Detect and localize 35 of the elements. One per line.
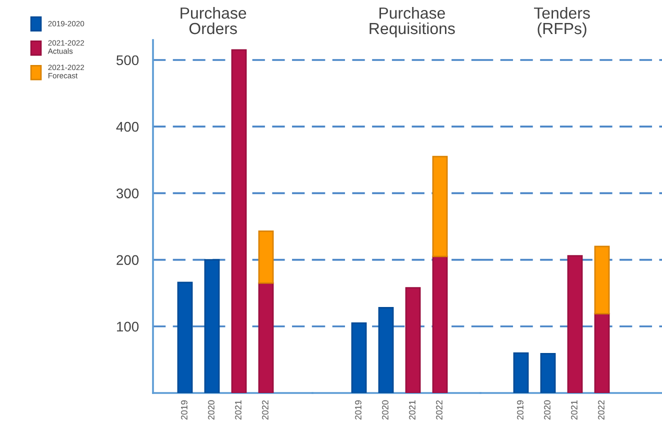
bar xyxy=(351,322,367,393)
x-tick-label: 2019 xyxy=(517,400,524,420)
bar xyxy=(594,313,610,393)
bar xyxy=(567,255,583,393)
y-tick-label: 200 xyxy=(116,255,139,265)
bar xyxy=(594,246,610,314)
bar xyxy=(258,230,274,284)
y-tick-label: 500 xyxy=(116,55,139,66)
x-tick-label: 2021 xyxy=(235,400,242,420)
bar xyxy=(204,259,220,393)
bar xyxy=(432,256,448,393)
x-tick-label: 2020 xyxy=(544,400,550,420)
bar xyxy=(405,287,421,393)
y-tick-label: 400 xyxy=(116,122,139,132)
chart-title: Purchase Requisitions xyxy=(370,7,455,38)
x-tick-label: 2020 xyxy=(208,400,214,420)
x-tick-label: 2021 xyxy=(571,400,578,420)
x-tick-label: 2022 xyxy=(436,400,442,420)
bar xyxy=(177,282,193,393)
bar xyxy=(540,353,556,393)
bar xyxy=(513,352,529,393)
y-tick-label: 100 xyxy=(117,322,139,332)
x-tick-label: 2019 xyxy=(355,400,362,420)
bar xyxy=(258,282,274,393)
chart-title: Tenders (RFPs) xyxy=(534,7,590,38)
chart-title: Purchase Orders xyxy=(180,7,246,34)
bar xyxy=(378,307,394,393)
bar xyxy=(231,49,247,393)
bar xyxy=(432,156,448,258)
x-tick-label: 2019 xyxy=(181,400,188,420)
x-tick-label: 2022 xyxy=(598,400,604,420)
x-tick-label: 2021 xyxy=(409,400,416,420)
x-tick-label: 2020 xyxy=(382,400,388,420)
y-tick-label: 300 xyxy=(116,188,139,198)
x-tick-label: 2022 xyxy=(262,400,268,420)
